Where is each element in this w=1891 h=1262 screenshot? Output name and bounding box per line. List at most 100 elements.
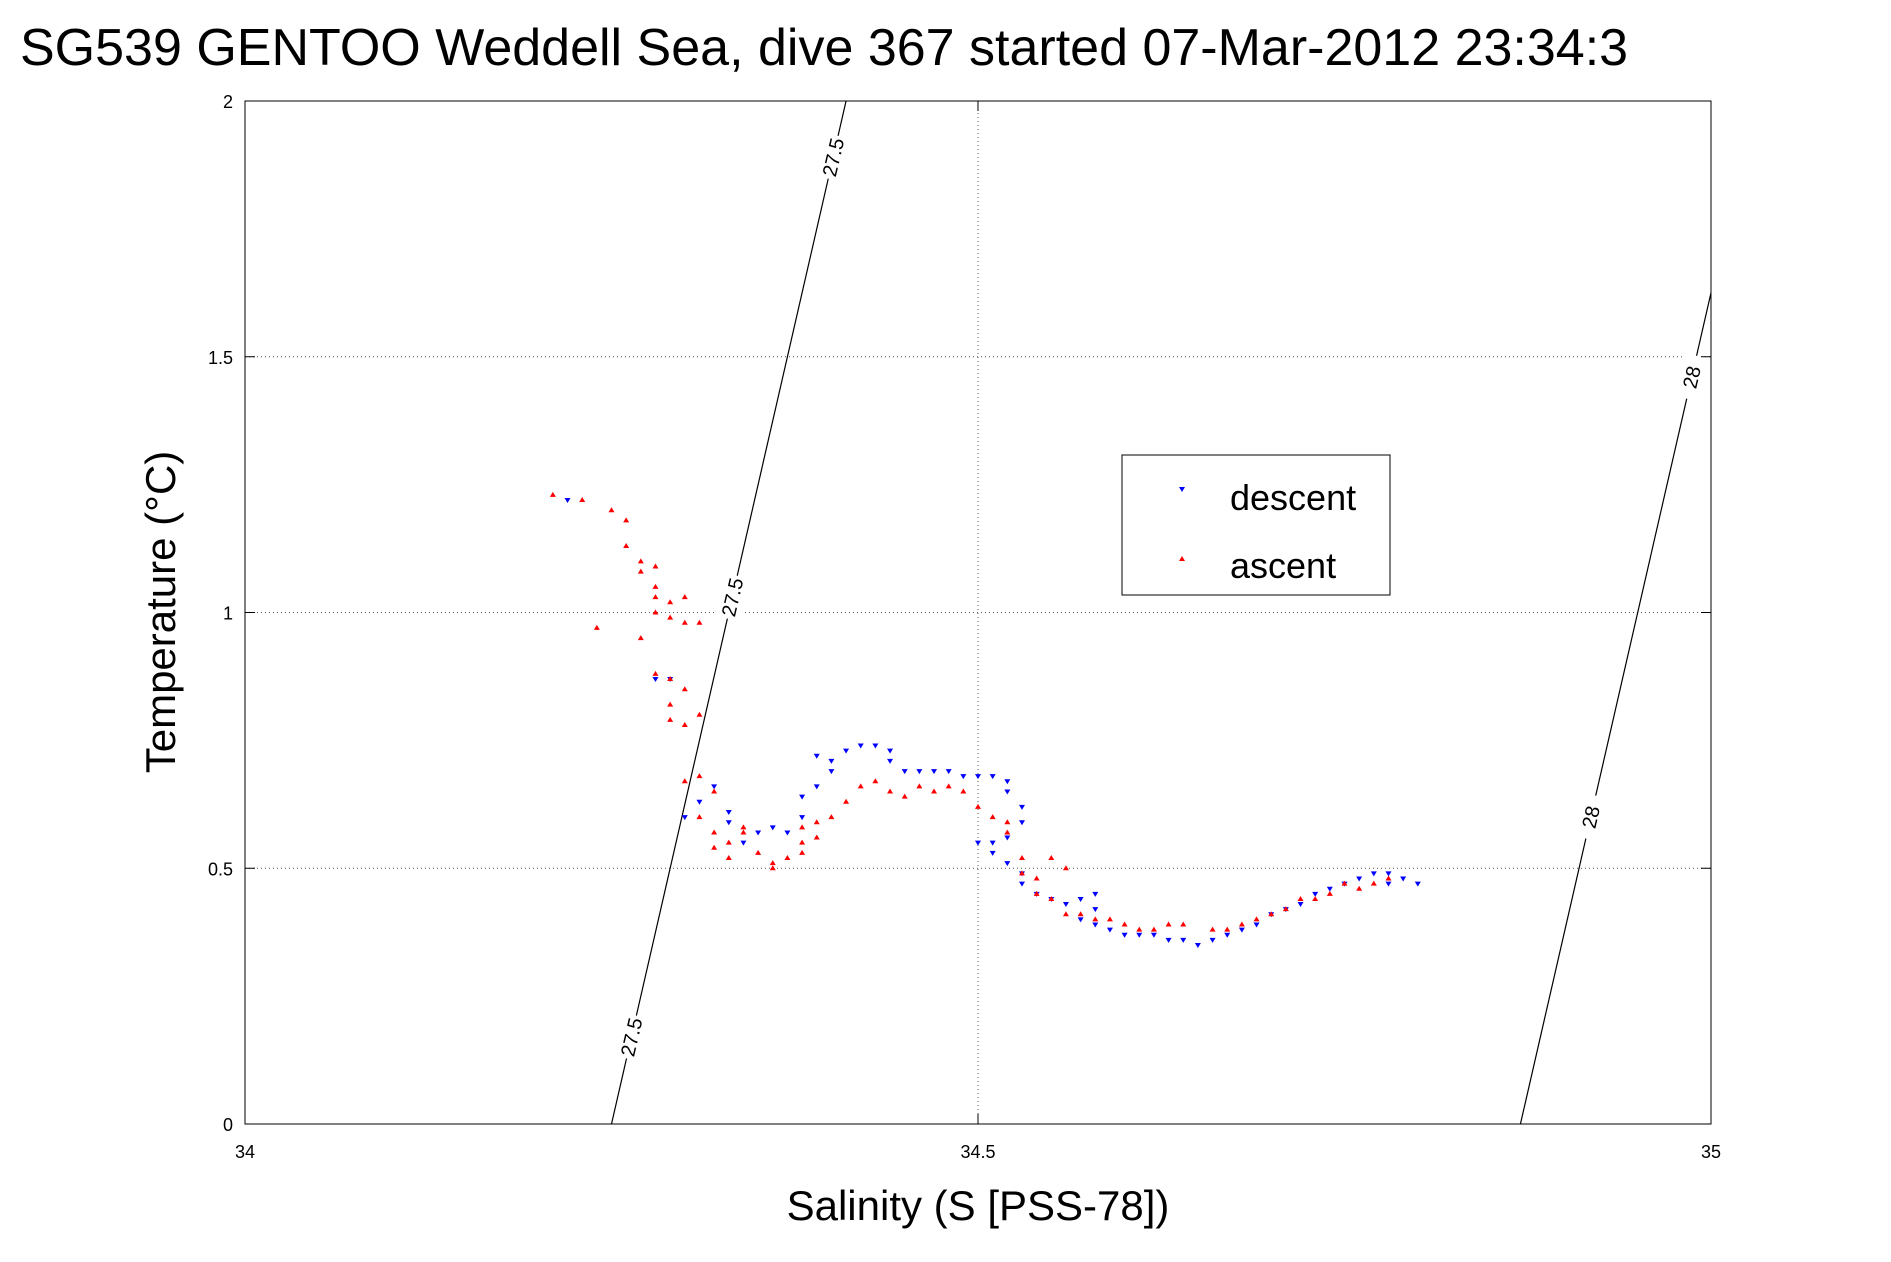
ascent-point <box>989 814 996 820</box>
descent-point <box>784 830 791 836</box>
ascent-point <box>1004 819 1011 825</box>
ascent-point <box>652 670 659 676</box>
ascent-point <box>813 834 820 840</box>
ascent-point <box>1004 829 1011 835</box>
descent-point <box>696 799 703 805</box>
descent-point <box>1180 937 1187 943</box>
ascent-point <box>1356 885 1363 891</box>
legend-descent-marker <box>1179 487 1185 492</box>
ascent-point <box>652 563 659 569</box>
ascent-point <box>1326 890 1333 896</box>
y-tick-label: 0 <box>223 1115 233 1135</box>
ascent-point <box>1121 921 1128 927</box>
data-points <box>549 491 1421 948</box>
descent-point <box>1121 932 1128 938</box>
ascent-point <box>1253 916 1260 922</box>
descent-point <box>916 769 923 775</box>
descent-point <box>813 753 820 759</box>
contour-label-bg <box>1674 352 1710 402</box>
x-axis-title: Salinity (S [PSS-78]) <box>787 1182 1170 1229</box>
ascent-point <box>784 855 791 861</box>
descent-point <box>1018 804 1025 810</box>
ascent-point <box>1136 926 1143 932</box>
contour-label-bg <box>815 132 851 182</box>
ascent-point <box>681 722 688 728</box>
descent-point <box>1385 881 1392 887</box>
ascent-point <box>1341 880 1348 886</box>
descent-point <box>1297 902 1304 908</box>
ascent-point <box>1062 865 1069 871</box>
ascent-point <box>667 716 674 722</box>
descent-point <box>1356 876 1363 882</box>
descent-point <box>843 748 850 754</box>
descent-point <box>1209 937 1216 943</box>
descent-point <box>681 815 688 821</box>
ascent-point <box>681 594 688 600</box>
ascent-point <box>857 783 864 789</box>
descent-point <box>1106 927 1113 933</box>
descent-point <box>989 840 996 846</box>
ascent-point <box>887 788 894 794</box>
descent-point <box>725 820 732 826</box>
x-tick-label: 34 <box>235 1142 255 1162</box>
ascent-point <box>1077 911 1084 917</box>
ascent-point <box>637 558 644 564</box>
ascent-point <box>1165 921 1172 927</box>
y-axis-title: Temperature (°C) <box>137 451 184 774</box>
ascent-point <box>681 778 688 784</box>
ascent-point <box>1370 880 1377 886</box>
ascent-point <box>740 824 747 830</box>
descent-point <box>1150 932 1157 938</box>
ascent-point <box>1238 921 1245 927</box>
y-tick-label: 1 <box>223 604 233 624</box>
ascent-point <box>623 543 630 549</box>
descent-point <box>1062 902 1069 908</box>
descent-point <box>1136 932 1143 938</box>
x-tick-label: 35 <box>1701 1142 1721 1162</box>
descent-point <box>1018 881 1025 887</box>
descent-point <box>1224 932 1231 938</box>
descent-point <box>1092 891 1099 897</box>
ascent-point <box>975 803 981 809</box>
ascent-point <box>1033 875 1040 881</box>
ascent-point <box>711 829 718 835</box>
ascent-point <box>1180 921 1187 927</box>
descent-point <box>1253 922 1260 928</box>
ascent-point <box>1033 890 1040 896</box>
descent-point <box>1326 886 1333 892</box>
ascent-point <box>667 614 674 620</box>
ascent-point <box>799 824 806 830</box>
chart-title: SG539 GENTOO Weddell Sea, dive 367 start… <box>20 19 1628 77</box>
descent-point <box>901 769 908 775</box>
ascent-point <box>725 855 732 861</box>
ascent-point <box>1209 926 1216 932</box>
ascent-point <box>1018 870 1025 876</box>
ascent-point <box>1282 906 1289 912</box>
ascent-point <box>843 798 850 804</box>
legend-ascent-marker <box>1179 556 1185 561</box>
ascent-point <box>1150 926 1157 932</box>
descent-point <box>799 794 806 800</box>
ascent-point <box>1224 926 1231 932</box>
legend: descent ascent <box>1121 454 1391 596</box>
descent-point <box>1004 779 1011 785</box>
descent-point <box>1370 871 1377 877</box>
y-tick-label: 1.5 <box>208 348 233 368</box>
contour-label-bg <box>1573 792 1609 842</box>
descent-point <box>1092 922 1099 928</box>
ascent-point <box>769 860 776 866</box>
ascent-point <box>799 849 806 855</box>
ascent-point <box>1092 916 1099 922</box>
ascent-point <box>799 839 806 845</box>
contour-label-bg <box>714 572 750 622</box>
descent-point <box>872 743 879 749</box>
y-tick-label: 2 <box>223 92 233 112</box>
ascent-point <box>696 814 703 820</box>
ascent-point <box>945 783 952 789</box>
ascent-point <box>681 686 688 692</box>
ascent-point <box>711 788 718 794</box>
descent-point <box>1077 896 1084 902</box>
ascent-point <box>916 783 923 789</box>
ascent-point <box>1268 911 1275 917</box>
